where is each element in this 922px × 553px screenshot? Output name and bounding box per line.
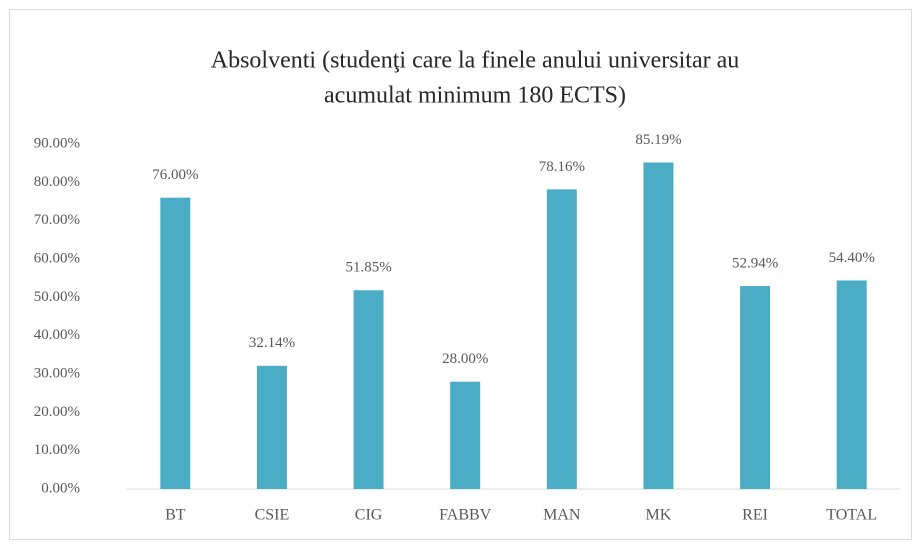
data-label: 78.16% bbox=[539, 159, 585, 175]
chart-title: Absolventi (studenţi care la finele anul… bbox=[211, 48, 740, 74]
x-tick-label: FABBV bbox=[439, 507, 492, 524]
data-label: 54.40% bbox=[829, 250, 875, 266]
y-tick-label: 10.00% bbox=[34, 442, 80, 458]
data-label: 28.00% bbox=[442, 351, 488, 367]
y-tick-label: 0.00% bbox=[41, 480, 80, 496]
bar bbox=[643, 162, 674, 489]
bar bbox=[353, 290, 384, 489]
bar bbox=[256, 365, 287, 489]
y-tick-label: 50.00% bbox=[34, 289, 80, 305]
data-label: 32.14% bbox=[249, 335, 295, 351]
y-tick-label: 20.00% bbox=[34, 404, 80, 420]
y-tick-label: 90.00% bbox=[34, 135, 80, 151]
x-tick-label: MAN bbox=[543, 507, 581, 524]
y-tick-label: 60.00% bbox=[34, 250, 80, 266]
bar bbox=[740, 286, 771, 489]
data-label: 76.00% bbox=[152, 167, 198, 183]
bar bbox=[546, 189, 577, 490]
x-tick-label: MK bbox=[646, 507, 672, 524]
y-tick-label: 70.00% bbox=[34, 212, 80, 228]
bar bbox=[160, 197, 191, 489]
data-label: 52.94% bbox=[732, 256, 778, 272]
chart-title: acumulat minimum 180 ECTS) bbox=[324, 83, 626, 109]
y-tick-label: 40.00% bbox=[34, 327, 80, 343]
bar bbox=[836, 280, 867, 489]
data-label: 85.19% bbox=[635, 132, 681, 148]
data-label: 51.85% bbox=[345, 260, 391, 276]
x-tick-label: TOTAL bbox=[826, 507, 877, 524]
x-tick-label: CIG bbox=[355, 507, 383, 524]
y-tick-label: 30.00% bbox=[34, 365, 80, 381]
y-tick-label: 80.00% bbox=[34, 174, 80, 190]
x-tick-label: REI bbox=[742, 507, 768, 524]
x-tick-label: BT bbox=[165, 507, 186, 524]
bar bbox=[450, 381, 481, 489]
x-tick-label: CSIE bbox=[255, 507, 290, 524]
